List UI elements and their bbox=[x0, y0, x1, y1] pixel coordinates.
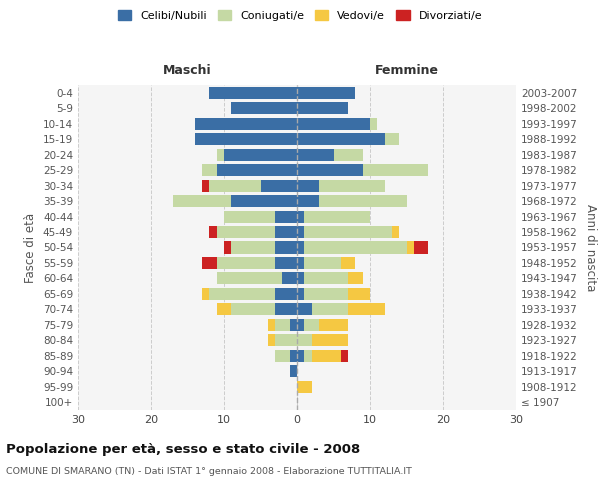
Bar bbox=[319, 319, 348, 331]
Bar bbox=[297, 86, 355, 99]
Bar bbox=[217, 257, 275, 269]
Bar bbox=[407, 242, 414, 254]
Y-axis label: Anni di nascita: Anni di nascita bbox=[584, 204, 597, 291]
Bar bbox=[348, 304, 385, 316]
Bar bbox=[297, 242, 304, 254]
Bar bbox=[232, 195, 297, 207]
Bar bbox=[304, 350, 311, 362]
Bar bbox=[275, 257, 297, 269]
Bar bbox=[297, 118, 370, 130]
Bar bbox=[297, 148, 334, 160]
Bar bbox=[268, 319, 275, 331]
Bar bbox=[209, 288, 275, 300]
Bar bbox=[290, 366, 297, 378]
Bar bbox=[392, 226, 399, 238]
Bar bbox=[297, 180, 319, 192]
Bar bbox=[297, 164, 363, 176]
Bar bbox=[290, 319, 297, 331]
Bar bbox=[348, 272, 363, 284]
Bar bbox=[304, 272, 348, 284]
Bar bbox=[217, 148, 224, 160]
Bar bbox=[304, 319, 319, 331]
Bar bbox=[341, 257, 355, 269]
Bar bbox=[275, 304, 297, 316]
Bar bbox=[260, 180, 297, 192]
Bar bbox=[232, 102, 297, 114]
Bar bbox=[173, 195, 232, 207]
Bar bbox=[275, 288, 297, 300]
Bar bbox=[195, 118, 297, 130]
Text: COMUNE DI SMARANO (TN) - Dati ISTAT 1° gennaio 2008 - Elaborazione TUTTITALIA.IT: COMUNE DI SMARANO (TN) - Dati ISTAT 1° g… bbox=[6, 468, 412, 476]
Bar bbox=[297, 381, 311, 393]
Bar bbox=[202, 164, 217, 176]
Bar bbox=[311, 304, 348, 316]
Bar bbox=[414, 242, 428, 254]
Bar bbox=[297, 210, 304, 222]
Bar bbox=[297, 272, 304, 284]
Bar bbox=[217, 272, 283, 284]
Bar bbox=[363, 164, 428, 176]
Bar bbox=[297, 350, 304, 362]
Bar bbox=[311, 350, 341, 362]
Bar bbox=[297, 195, 319, 207]
Bar bbox=[217, 226, 275, 238]
Bar bbox=[275, 210, 297, 222]
Bar bbox=[275, 350, 290, 362]
Y-axis label: Fasce di età: Fasce di età bbox=[25, 212, 37, 282]
Bar bbox=[341, 350, 348, 362]
Bar bbox=[275, 334, 297, 346]
Bar bbox=[268, 334, 275, 346]
Bar bbox=[297, 102, 348, 114]
Bar bbox=[209, 86, 297, 99]
Bar bbox=[297, 288, 304, 300]
Bar bbox=[224, 210, 275, 222]
Bar bbox=[224, 242, 232, 254]
Bar bbox=[232, 242, 275, 254]
Bar bbox=[311, 334, 348, 346]
Bar bbox=[290, 350, 297, 362]
Bar bbox=[297, 319, 304, 331]
Bar bbox=[304, 210, 370, 222]
Bar bbox=[297, 304, 311, 316]
Bar bbox=[304, 226, 392, 238]
Bar bbox=[195, 133, 297, 145]
Bar bbox=[334, 148, 363, 160]
Text: Maschi: Maschi bbox=[163, 64, 212, 78]
Bar bbox=[348, 288, 370, 300]
Bar bbox=[232, 304, 275, 316]
Bar bbox=[370, 118, 377, 130]
Text: Femmine: Femmine bbox=[374, 64, 439, 78]
Bar bbox=[297, 133, 385, 145]
Bar bbox=[304, 257, 341, 269]
Bar bbox=[202, 257, 217, 269]
Bar bbox=[297, 257, 304, 269]
Bar bbox=[217, 304, 232, 316]
Bar bbox=[385, 133, 399, 145]
Bar bbox=[283, 272, 297, 284]
Bar bbox=[209, 226, 217, 238]
Bar bbox=[275, 242, 297, 254]
Bar bbox=[224, 148, 297, 160]
Bar bbox=[217, 164, 297, 176]
Text: Popolazione per età, sesso e stato civile - 2008: Popolazione per età, sesso e stato civil… bbox=[6, 442, 360, 456]
Bar bbox=[304, 288, 348, 300]
Bar bbox=[202, 180, 209, 192]
Bar bbox=[202, 288, 209, 300]
Bar bbox=[275, 319, 290, 331]
Bar bbox=[209, 180, 260, 192]
Bar bbox=[297, 226, 304, 238]
Bar bbox=[297, 334, 311, 346]
Bar bbox=[304, 242, 407, 254]
Bar bbox=[319, 180, 385, 192]
Legend: Celibi/Nubili, Coniugati/e, Vedovi/e, Divorziati/e: Celibi/Nubili, Coniugati/e, Vedovi/e, Di… bbox=[113, 6, 487, 25]
Bar bbox=[275, 226, 297, 238]
Bar bbox=[319, 195, 407, 207]
